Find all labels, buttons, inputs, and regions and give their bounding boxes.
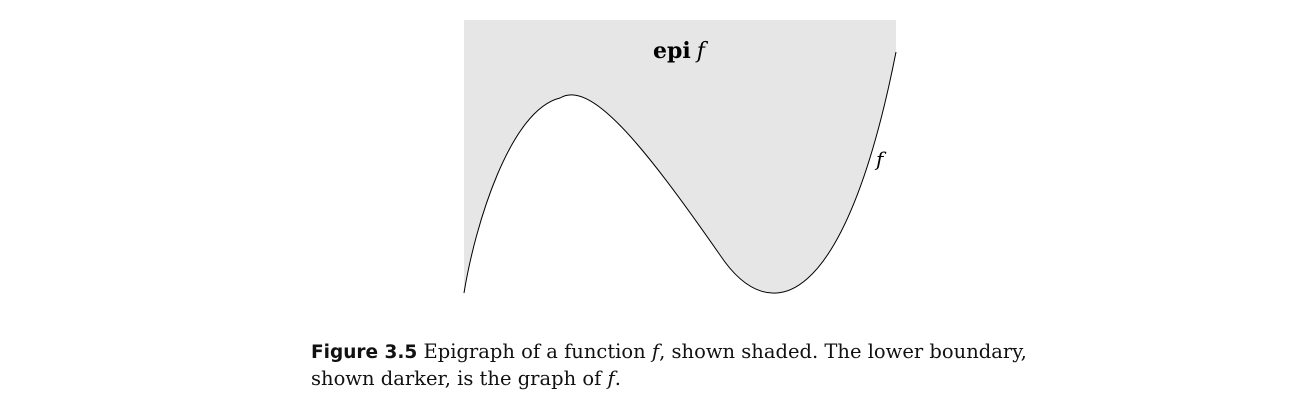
caption-text-3: .: [614, 367, 621, 390]
caption-text-2: , shown shaded. The lower boundary, show…: [311, 340, 1027, 390]
epigraph-region: [464, 20, 896, 294]
figure-number: Figure 3.5: [311, 342, 418, 363]
figure-caption: Figure 3.5 Epigraph of a function f, sho…: [311, 339, 1071, 392]
caption-text-1: Epigraph of a function: [423, 340, 646, 363]
function-graph-curve: [463, 51, 897, 294]
epigraph-label: epi f: [653, 38, 709, 64]
curve-label: f: [874, 147, 887, 171]
caption-symbol-2: f: [607, 367, 615, 390]
epigraph-figure: epi f f: [463, 20, 897, 294]
caption-symbol-1: f: [651, 340, 660, 363]
epigraph-label-bold: epi: [653, 38, 691, 64]
